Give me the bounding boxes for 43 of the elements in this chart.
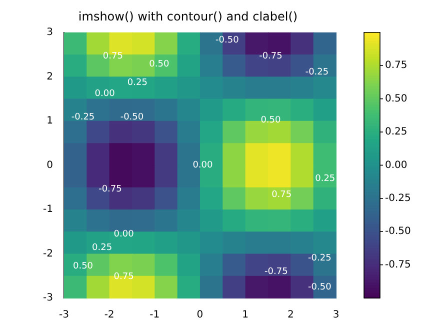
x-tick-label: 2: [287, 310, 294, 321]
annotation: 0.00: [94, 88, 116, 99]
y-tick-label: -2: [42, 248, 53, 260]
x-tick-label: 3: [332, 310, 340, 321]
annotation: -0.25: [308, 254, 332, 264]
annotation: 0.00: [114, 230, 134, 240]
y-tick-label: -1: [42, 204, 53, 216]
annotation: 0.00: [192, 160, 213, 171]
color-bar-label: 0.00: [385, 160, 408, 171]
annotation: 0.25: [315, 174, 336, 184]
x-tick-label: -3: [58, 310, 69, 321]
color-bar-label: -0.75: [385, 259, 411, 270]
x-tick-label: -2: [104, 310, 114, 321]
chart-title: imshow() with contour() and clabel(): [78, 9, 298, 24]
annotation: -0.50: [120, 112, 144, 123]
color-bar-label: 0.75: [385, 60, 408, 72]
y-tick-label: 1: [46, 116, 53, 127]
annotation: 0.75: [272, 190, 292, 200]
annotation: 0.25: [92, 242, 112, 253]
annotation: 0.50: [260, 115, 282, 126]
color-bar-label: 0.50: [385, 93, 408, 104]
x-tick-label: 1: [242, 310, 249, 321]
y-tick-label: -3: [42, 292, 53, 304]
annotation: 0.75: [114, 272, 134, 282]
color-bar-label: -0.25: [385, 192, 411, 204]
annotation: -0.25: [305, 68, 329, 78]
color-bar-label: -0.50: [385, 226, 411, 238]
x-tick-label: 0: [196, 310, 204, 321]
y-tick-label: 0: [46, 160, 53, 171]
y-tick-label: 3: [46, 26, 53, 38]
annotation: -0.75: [264, 266, 288, 277]
annotation: 0.50: [149, 60, 170, 70]
annotation: -0.50: [216, 36, 240, 46]
annotation: 0.75: [102, 52, 123, 62]
annotation: -0.75: [98, 184, 122, 194]
x-tick-label: -1: [150, 310, 160, 321]
annotation: -0.50: [308, 282, 332, 293]
annotation: 0.50: [72, 261, 94, 272]
annotation: -0.25: [71, 112, 95, 123]
annotation: -0.75: [259, 52, 282, 62]
color-bar-label: 0.25: [385, 126, 408, 138]
y-tick-label: 2: [46, 71, 53, 82]
annotation: 0.25: [127, 78, 148, 88]
